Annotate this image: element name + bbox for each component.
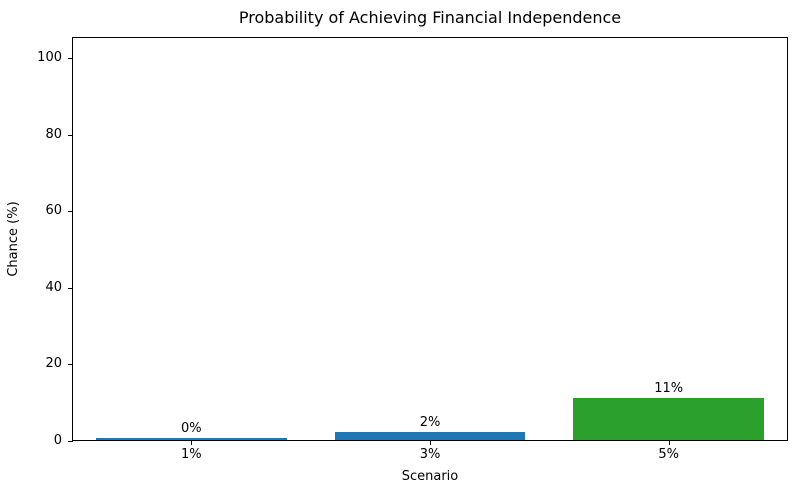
chart-title: Probability of Achieving Financial Indep… [238,8,622,27]
bar-5% [573,397,765,440]
y-tick-label: 0 [53,433,62,448]
y-tick-mark [68,364,73,366]
y-tick-mark [68,58,73,60]
x-tick-mark [668,441,670,445]
bar-value-label: 11% [654,380,684,396]
bar-3% [334,432,526,440]
y-tick-mark [68,287,73,289]
y-tick-label: 40 [45,279,62,295]
plot-area [72,37,788,441]
y-tick-label: 100 [37,50,62,66]
y-tick-label: 20 [45,356,62,372]
y-tick-mark [68,441,73,442]
y-tick-mark [68,211,73,213]
bar-value-label: 2% [419,415,441,431]
x-tick-label: 3% [419,447,441,462]
x-tick-label: 1% [181,447,202,462]
x-tick-mark [191,441,193,445]
y-tick-label: 80 [45,126,62,142]
bar-value-label: 0% [181,421,202,437]
y-tick-mark [68,134,73,136]
bar-1% [95,438,287,440]
x-tick-label: 5% [658,447,679,462]
y-tick-label: 60 [45,203,62,219]
x-axis-label: Scenario [401,469,459,484]
x-tick-mark [430,441,431,445]
